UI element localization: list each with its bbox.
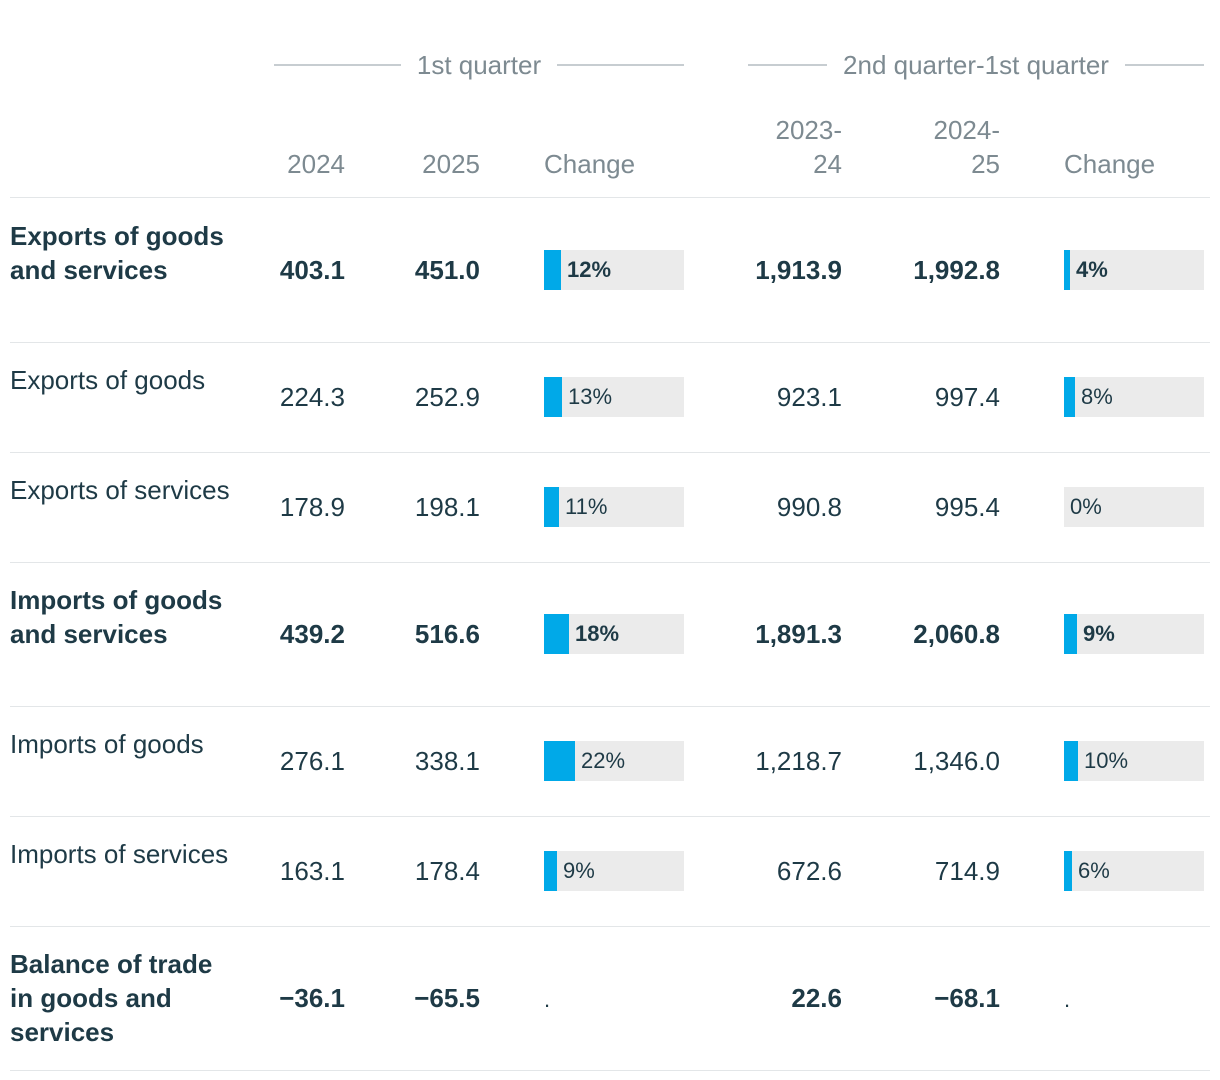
q1-change-label: 22% bbox=[581, 748, 626, 773]
q1-change-bar-track: 12% bbox=[544, 250, 684, 290]
cell-annual-2023-24: 1,891.3 bbox=[755, 619, 842, 649]
q1-change-bar bbox=[544, 614, 569, 654]
cell-q1-2024: 178.9 bbox=[279, 492, 345, 522]
ann-change-label: 6% bbox=[1078, 858, 1110, 883]
row-rule bbox=[10, 452, 1210, 453]
row-rule bbox=[10, 816, 1210, 817]
cell-annual-2023-24: 923.1 bbox=[776, 382, 842, 412]
cell-annual-2023-24: 990.8 bbox=[776, 492, 842, 522]
q1-change-bar bbox=[544, 377, 562, 417]
group-rule-right bbox=[1124, 64, 1204, 66]
q1-change-bar-track: 13% bbox=[544, 377, 684, 417]
column-header-q1-change: Change bbox=[544, 149, 636, 179]
q1-change-label: 13% bbox=[568, 384, 613, 409]
row-label: Exports of services bbox=[10, 475, 230, 505]
q1-change-bar bbox=[544, 487, 559, 527]
group-rule-left bbox=[748, 64, 828, 66]
cell-annual-2024-25: 995.4 bbox=[934, 492, 1000, 522]
ann-change-bar-track: 4% bbox=[1064, 250, 1204, 290]
ann-change-bar bbox=[1064, 741, 1078, 781]
row-rule bbox=[10, 706, 1210, 707]
cell-annual-2024-25: 997.4 bbox=[934, 382, 1000, 412]
ann-change-label: 10% bbox=[1084, 748, 1129, 773]
row-rule bbox=[10, 926, 1210, 927]
ann-change-label: 0% bbox=[1070, 494, 1102, 519]
row-label: Imports of goods and services bbox=[10, 585, 223, 649]
cell-annual-2023-24: 672.6 bbox=[776, 856, 842, 886]
cell-q1-2025: 338.1 bbox=[414, 746, 480, 776]
ann-change-bar bbox=[1064, 377, 1075, 417]
q1-change-label: 12% bbox=[567, 257, 612, 282]
cell-annual-2024-25: 1,992.8 bbox=[913, 255, 1000, 285]
ann-change-bar-track: 0% bbox=[1064, 487, 1204, 527]
column-header-annual-change: Change bbox=[1064, 149, 1156, 179]
q1-change-bar-track: 22% bbox=[544, 741, 684, 781]
column-header-2023-24: 2023- 24 bbox=[775, 115, 843, 179]
row-label: Imports of goods bbox=[10, 729, 204, 759]
ann-change-label: 9% bbox=[1083, 621, 1115, 646]
cell-q1-2024: 224.3 bbox=[279, 382, 345, 412]
group-header-q1: 1st quarter bbox=[274, 48, 685, 82]
row-rule bbox=[10, 1070, 1210, 1071]
row-rule bbox=[10, 562, 1210, 563]
q1-change-bar-track: 11% bbox=[544, 487, 684, 527]
cell-annual-2023-24: 1,913.9 bbox=[755, 255, 842, 285]
ann-change-bar-track: 10% bbox=[1064, 741, 1204, 781]
ann-change-label: 4% bbox=[1076, 257, 1108, 282]
cell-q1-2025: 516.6 bbox=[414, 619, 480, 649]
q1-change-bar bbox=[544, 741, 575, 781]
row-label: Exports of goods bbox=[10, 365, 206, 395]
column-header-2024: 2024 bbox=[287, 149, 345, 179]
q1-change-bar-track: 18% bbox=[544, 614, 684, 654]
cell-q1-2025: 178.4 bbox=[414, 856, 480, 886]
header-rule bbox=[10, 197, 1210, 198]
q1-change-bar bbox=[544, 250, 561, 290]
q1-change-bar-track: 9% bbox=[544, 851, 684, 891]
row-label: Balance of trade in goods and services bbox=[10, 949, 213, 1047]
column-header-2024-25: 2024- 25 bbox=[933, 115, 1001, 179]
q1-change-missing: . bbox=[544, 987, 551, 1012]
cell-q1-2024: 276.1 bbox=[279, 746, 345, 776]
ann-change-missing: . bbox=[1064, 987, 1071, 1012]
group-label-annual: 2nd quarter-1st quarter bbox=[843, 49, 1109, 80]
row-label: Exports of goods and services bbox=[10, 221, 224, 285]
cell-annual-2024-25: 1,346.0 bbox=[913, 746, 1000, 776]
cell-q1-2024: 439.2 bbox=[279, 619, 345, 649]
q1-change-label: 9% bbox=[563, 858, 595, 883]
row-label: Imports of services bbox=[10, 839, 229, 869]
q1-change-label: 18% bbox=[575, 621, 620, 646]
cell-annual-2023-24: 1,218.7 bbox=[755, 746, 842, 776]
cell-q1-2024: 403.1 bbox=[279, 255, 345, 285]
ann-change-bar-track: 8% bbox=[1064, 377, 1204, 417]
q1-change-label: 11% bbox=[565, 494, 608, 519]
ann-change-label: 8% bbox=[1081, 384, 1113, 409]
cell-q1-2025: −65.5 bbox=[414, 983, 480, 1013]
cell-annual-2024-25: −68.1 bbox=[934, 983, 1000, 1013]
cell-q1-2024: 163.1 bbox=[279, 856, 345, 886]
ann-change-bar bbox=[1064, 250, 1070, 290]
group-label-q1: 1st quarter bbox=[416, 49, 542, 80]
cell-annual-2024-25: 2,060.8 bbox=[913, 619, 1000, 649]
column-header-2025: 2025 bbox=[422, 149, 480, 179]
cell-q1-2024: −36.1 bbox=[279, 983, 345, 1013]
q1-change-bar bbox=[544, 851, 557, 891]
ann-change-bar-track: 9% bbox=[1064, 614, 1204, 654]
cell-q1-2025: 252.9 bbox=[414, 382, 480, 412]
row-rule bbox=[10, 342, 1210, 343]
group-rule-right bbox=[557, 64, 685, 66]
cell-annual-2024-25: 714.9 bbox=[934, 856, 1000, 886]
cell-q1-2025: 198.1 bbox=[414, 492, 480, 522]
ann-change-bar bbox=[1064, 614, 1077, 654]
ann-change-bar bbox=[1064, 851, 1072, 891]
group-rule-left bbox=[274, 64, 401, 66]
group-header-annual: 2nd quarter-1st quarter bbox=[748, 48, 1204, 82]
cell-annual-2023-24: 22.6 bbox=[791, 983, 842, 1013]
cell-q1-2025: 451.0 bbox=[414, 255, 480, 285]
ann-change-bar-track: 6% bbox=[1064, 851, 1204, 891]
